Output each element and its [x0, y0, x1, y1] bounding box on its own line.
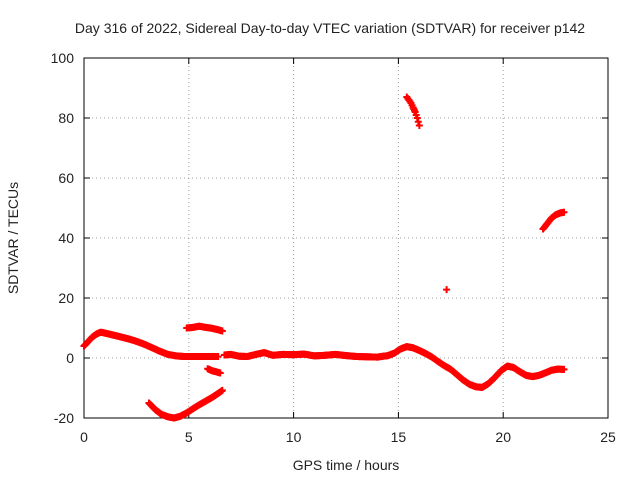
chart-title: Day 316 of 2022, Sidereal Day-to-day VTE… [75, 20, 585, 36]
series-arc-high [403, 93, 423, 129]
series-arc-main [80, 328, 222, 360]
x-tick-label: 15 [391, 429, 407, 445]
y-axis-label: SDTVAR / TECUs [5, 182, 21, 294]
data-point [443, 286, 451, 294]
data-point [216, 369, 224, 377]
x-tick-label: 25 [600, 429, 616, 445]
series-point-isolated [443, 286, 451, 294]
y-tick-label: 60 [58, 170, 74, 186]
data-point [414, 118, 422, 126]
y-tick-label: 80 [58, 110, 74, 126]
data-point [218, 327, 226, 335]
series-arc-small [204, 365, 224, 377]
plot-frame [83, 57, 609, 419]
data-point [560, 365, 568, 373]
y-tick-label: 0 [66, 350, 74, 366]
y-tick-label: 100 [51, 50, 75, 66]
x-tick-label: 5 [185, 429, 193, 445]
y-tick-label: 20 [58, 290, 74, 306]
data-point [413, 114, 421, 122]
x-tick-label: 20 [495, 429, 511, 445]
tick-layer [83, 57, 609, 419]
y-tick-label: 40 [58, 230, 74, 246]
series-arc-low [145, 386, 226, 422]
grid-layer [84, 58, 608, 418]
data-point [560, 208, 568, 216]
data-marks [80, 93, 568, 422]
x-tick-labels: 0 5 10 15 20 25 [80, 429, 616, 445]
data-point [415, 122, 423, 129]
x-tick-label: 10 [286, 429, 302, 445]
y-tick-labels: -20 0 20 40 60 80 100 [51, 50, 75, 426]
data-point [218, 386, 226, 394]
series-arc-upper [183, 322, 226, 335]
series-arc-mid [220, 343, 568, 391]
x-axis-label: GPS time / hours [293, 457, 400, 473]
x-tick-label: 0 [80, 429, 88, 445]
data-point [214, 353, 222, 360]
series-arc-rising [539, 208, 568, 233]
y-tick-label: -20 [54, 410, 74, 426]
